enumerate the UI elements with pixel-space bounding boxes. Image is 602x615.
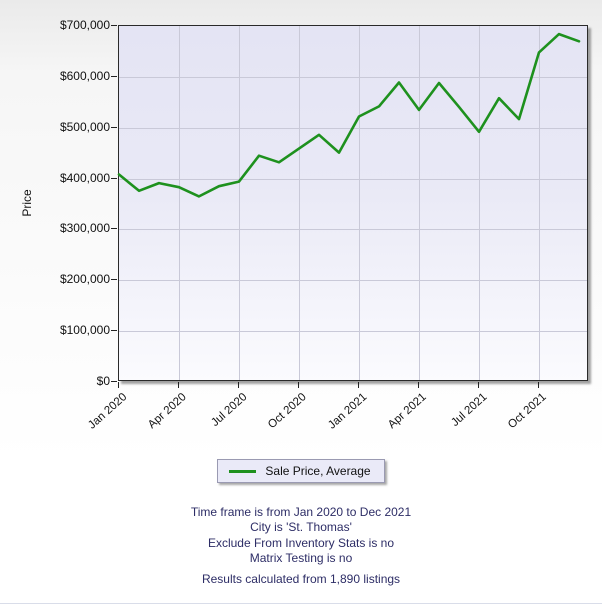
y-tick-mark <box>111 126 117 128</box>
y-tick-mark <box>111 381 117 382</box>
y-axis-title: Price <box>20 189 34 217</box>
v-gridline <box>359 26 360 380</box>
legend-line-swatch <box>229 469 257 473</box>
x-tick-mark <box>298 382 299 388</box>
x-tick-label-text: Apr 2020 <box>146 391 190 432</box>
plot-area <box>117 25 588 381</box>
y-tick-mark <box>111 177 117 179</box>
report-criteria: Time frame is from Jan 2020 to Dec 2021 C… <box>0 505 602 566</box>
y-tick-label: $0 <box>96 374 110 388</box>
x-tick-label-text: Jul 2020 <box>208 391 250 430</box>
y-tick-label: $300,000 <box>59 221 110 236</box>
v-gridline <box>539 26 540 380</box>
sale-price-line-series <box>117 32 581 198</box>
y-tick-label: $600,000 <box>59 68 110 83</box>
criteria-line: Matrix Testing is no <box>249 550 353 565</box>
v-gridline <box>239 26 240 380</box>
x-tick-label-text: Oct 2021 <box>506 391 550 432</box>
x-tick-mark <box>358 382 359 388</box>
legend: Sale Price, Average <box>0 459 602 483</box>
v-gridline <box>419 26 420 380</box>
x-tick-label-text: Jan 2020 <box>85 391 130 432</box>
x-tick-label-text: Apr 2021 <box>386 391 430 432</box>
h-gridline <box>119 229 587 231</box>
y-tick-label: $400,000 <box>59 170 110 185</box>
x-tick-mark <box>478 382 479 388</box>
x-tick-mark <box>538 382 539 388</box>
x-tick-label-text: Jul 2021 <box>448 391 490 430</box>
v-gridline <box>179 26 180 380</box>
legend-box: Sale Price, Average <box>217 459 385 483</box>
y-tick-mark <box>111 75 117 77</box>
v-gridline <box>479 26 480 380</box>
y-tick-label: $200,000 <box>59 272 110 287</box>
legend-label: Sale Price, Average <box>265 464 371 478</box>
y-tick-label: $100,000 <box>59 323 110 338</box>
x-tick-label-text: Oct 2020 <box>266 391 310 432</box>
bottom-divider <box>0 603 602 604</box>
y-tick-mark <box>111 279 117 281</box>
h-gridline <box>119 76 587 78</box>
criteria-line: Time frame is from Jan 2020 to Dec 2021 <box>190 505 412 519</box>
y-tick-label: $700,000 <box>59 18 110 32</box>
y-tick-label: $500,000 <box>59 119 110 134</box>
results-count-line: Results calculated from 1,890 listings <box>201 572 401 586</box>
criteria-line: Exclude From Inventory Stats is no <box>207 535 395 550</box>
y-tick-mark <box>111 228 117 230</box>
y-tick-mark <box>111 25 117 26</box>
h-gridline <box>119 280 587 282</box>
y-tick-mark <box>111 330 117 332</box>
v-gridline <box>299 26 300 380</box>
x-tick-mark <box>178 382 179 388</box>
criteria-line: City is 'St. Thomas' <box>250 520 352 535</box>
h-gridline <box>119 178 587 180</box>
x-tick-label-text: Jan 2021 <box>325 391 370 432</box>
x-tick-mark <box>238 382 239 388</box>
x-tick-mark <box>118 382 119 388</box>
x-tick-mark <box>418 382 419 388</box>
h-gridline <box>119 331 587 333</box>
